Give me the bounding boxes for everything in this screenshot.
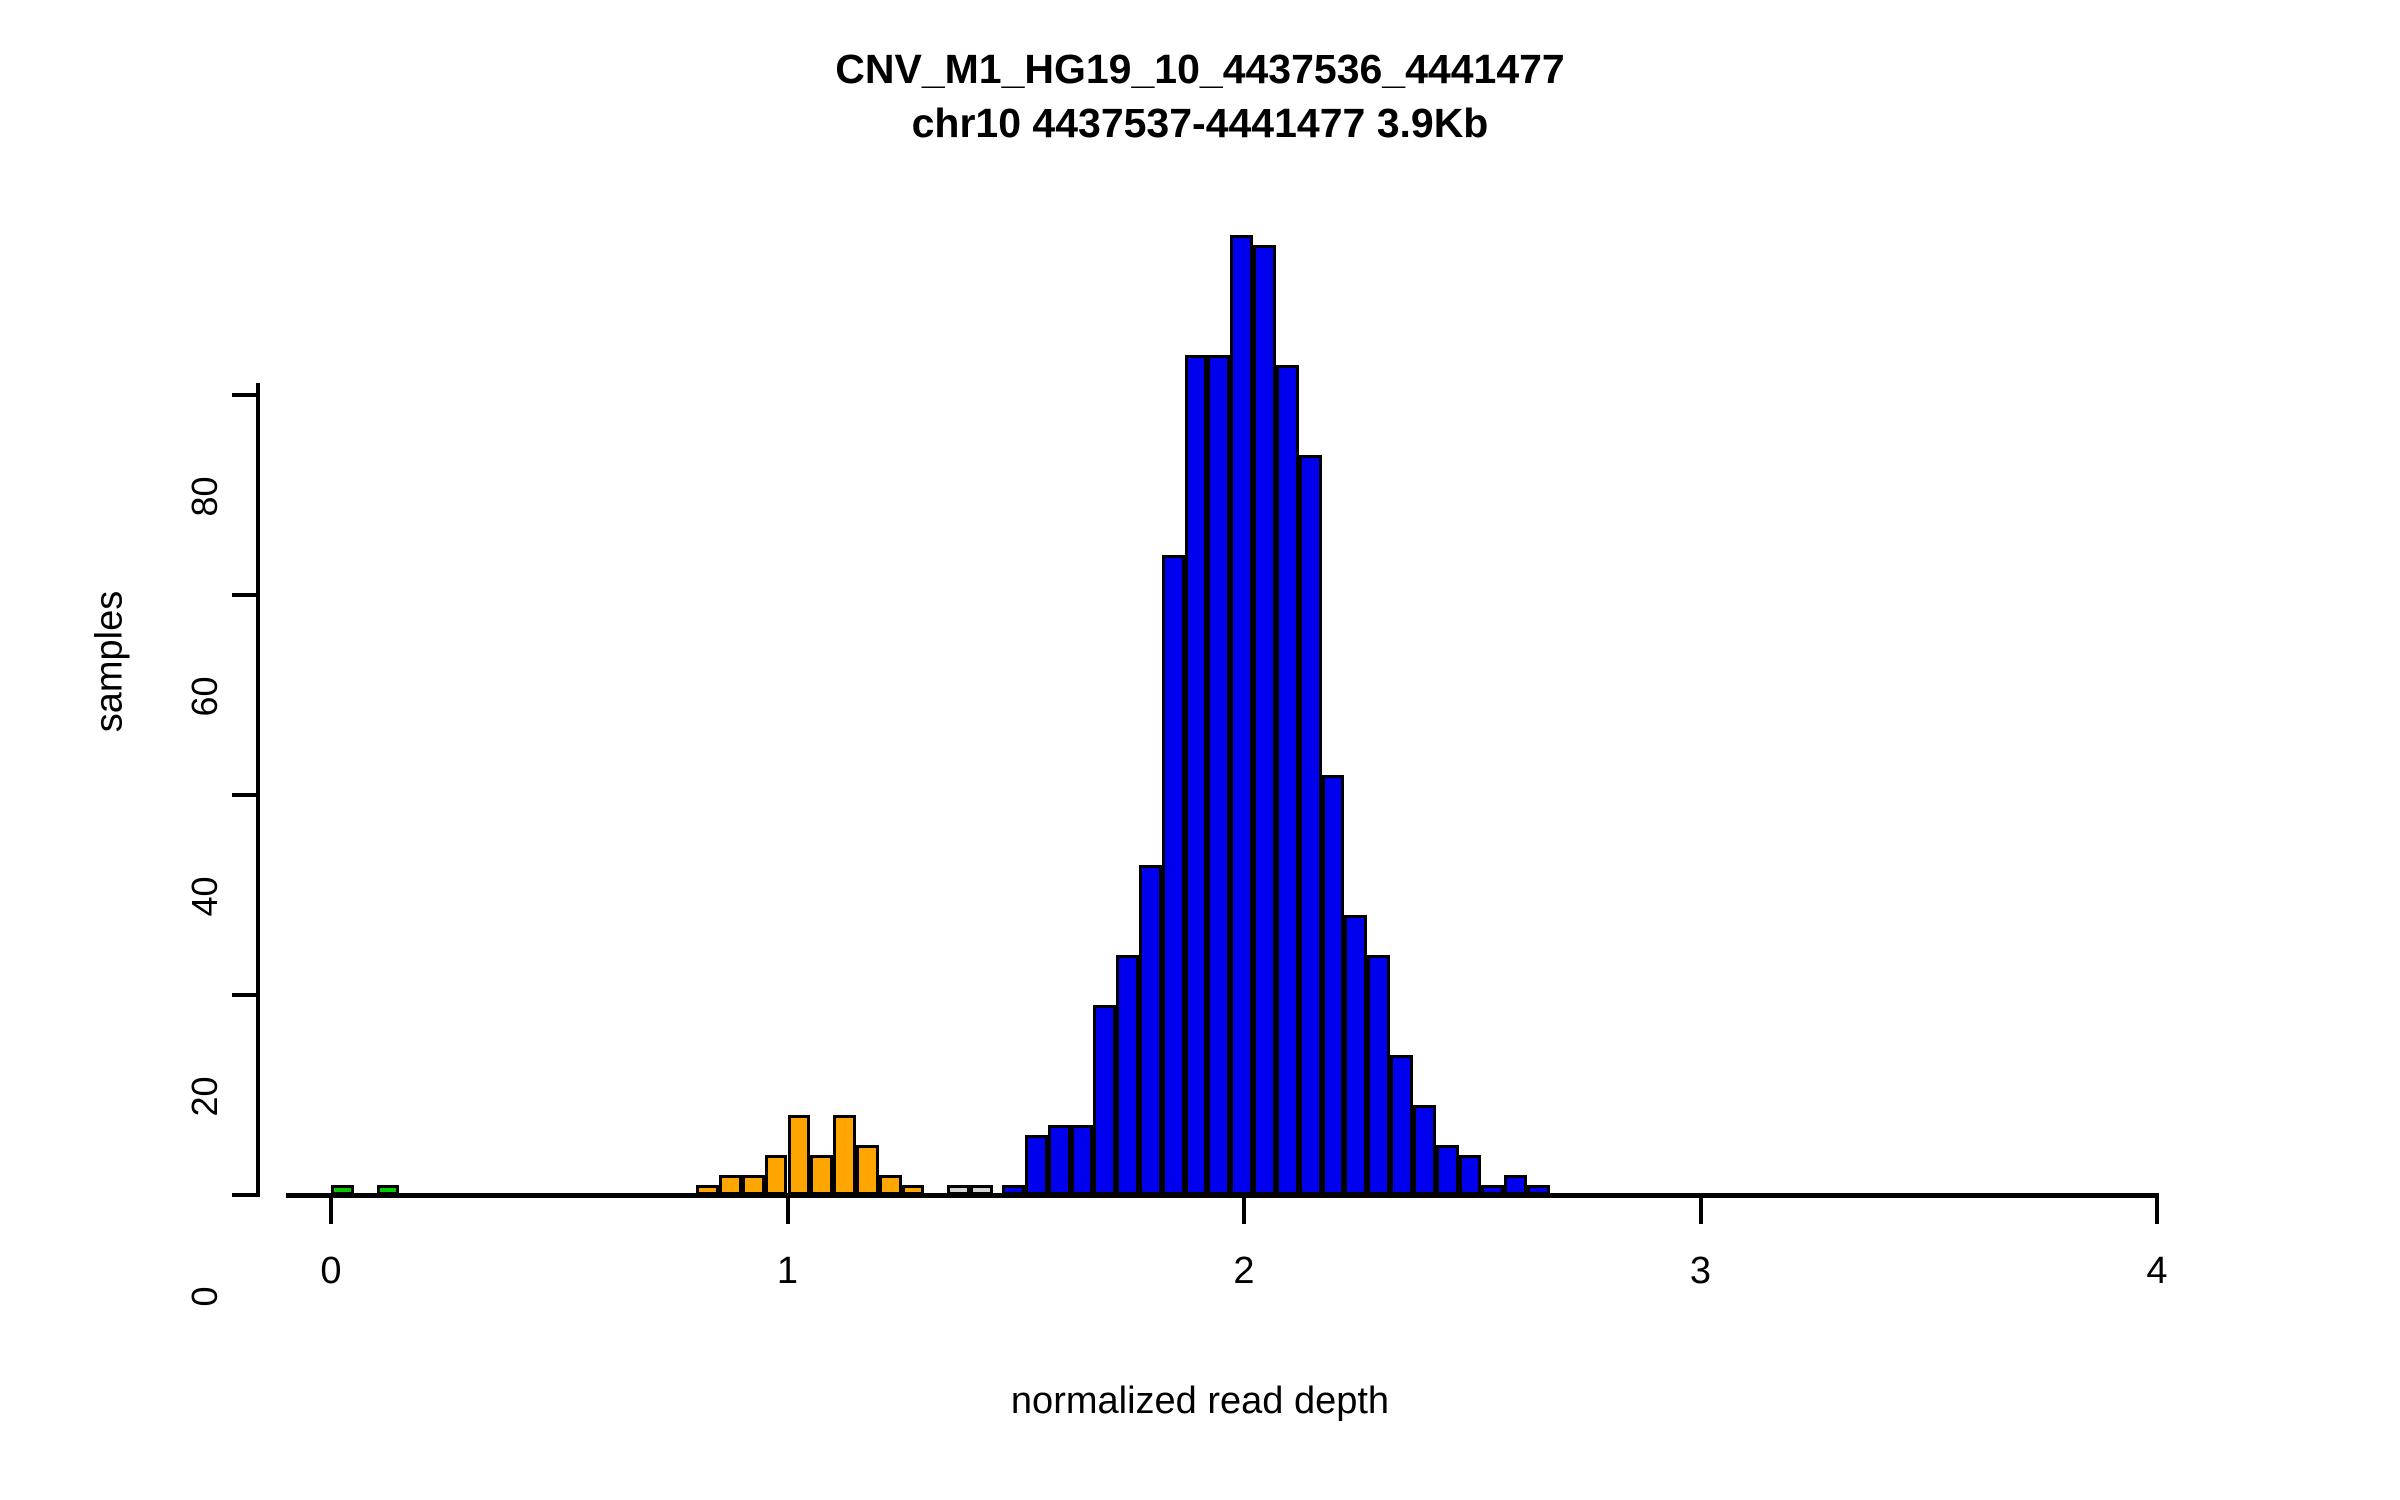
histogram-bar [1070, 1125, 1094, 1195]
y-tick-80 [232, 393, 256, 397]
x-tick-3 [1698, 1198, 1703, 1224]
histogram-bar [1344, 915, 1368, 1195]
histogram-bar [1047, 1125, 1071, 1195]
histogram-bar [1390, 1055, 1413, 1195]
histogram-bar [855, 1145, 879, 1195]
x-tick-label-1: 1 [776, 1250, 799, 1292]
histogram-bar [810, 1155, 834, 1195]
histogram-bar [1412, 1105, 1436, 1195]
histogram-bar [741, 1175, 765, 1195]
histogram-bar [878, 1175, 902, 1195]
x-tick-0 [329, 1198, 333, 1224]
histogram-bar [1275, 365, 1299, 1195]
histogram-bar [696, 1185, 719, 1195]
histogram-bar [1367, 955, 1391, 1195]
y-axis-line [256, 383, 260, 1197]
x-tick-label-4: 4 [2146, 1250, 2168, 1292]
histogram-bar [1184, 355, 1208, 1195]
histogram-bar [1527, 1185, 1550, 1195]
y-tick-60 [232, 593, 256, 597]
histogram-bar [787, 1115, 811, 1195]
histogram-bar [1024, 1135, 1048, 1195]
histogram-bar [376, 1185, 400, 1195]
x-tick-1 [785, 1198, 790, 1224]
histogram-bar [1230, 235, 1254, 1195]
histogram-bar [947, 1185, 971, 1195]
histogram-bar [1116, 955, 1139, 1195]
histogram-bar [1139, 865, 1162, 1195]
x-tick-label-3: 3 [1689, 1250, 1712, 1292]
x-tick-4 [2155, 1198, 2159, 1224]
histogram-bar [1504, 1175, 1528, 1195]
histogram-bar [1093, 1005, 1117, 1195]
histogram-bar [1002, 1185, 1025, 1195]
x-axis-title: normalized read depth [1010, 1380, 1390, 1422]
histogram-bar [1435, 1145, 1459, 1195]
y-tick-40 [232, 793, 256, 797]
chart-title-line2: chr10 4437537-4441477 3.9Kb [911, 100, 1489, 146]
x-tick-label-0: 0 [320, 1250, 342, 1292]
x-tick-2 [1242, 1198, 1246, 1224]
histogram-bar [1253, 245, 1276, 1195]
histogram-bar [331, 1185, 354, 1195]
histogram-bar [1207, 355, 1231, 1195]
histogram-bar [970, 1185, 993, 1195]
histogram-bar [1458, 1155, 1482, 1195]
histogram-bar [833, 1115, 856, 1195]
x-axis-line [286, 1193, 2159, 1198]
histogram-bar [901, 1185, 925, 1195]
histogram-bar [1161, 555, 1185, 1195]
histogram-bar [1481, 1185, 1505, 1195]
y-tick-20 [232, 993, 256, 997]
histogram-bar [1298, 455, 1322, 1195]
histogram-bar [719, 1175, 742, 1195]
chart-title-line1: CNV_M1_HG19_10_4437536_4441477 [835, 46, 1565, 92]
histogram-bar [764, 1155, 788, 1195]
histogram-bar [1321, 775, 1345, 1195]
y-tick-0 [232, 1193, 256, 1197]
chart-title: CNV_M1_HG19_10_4437536_4441477 chr10 443… [0, 42, 2400, 150]
x-tick-label-2: 2 [1233, 1250, 1255, 1292]
